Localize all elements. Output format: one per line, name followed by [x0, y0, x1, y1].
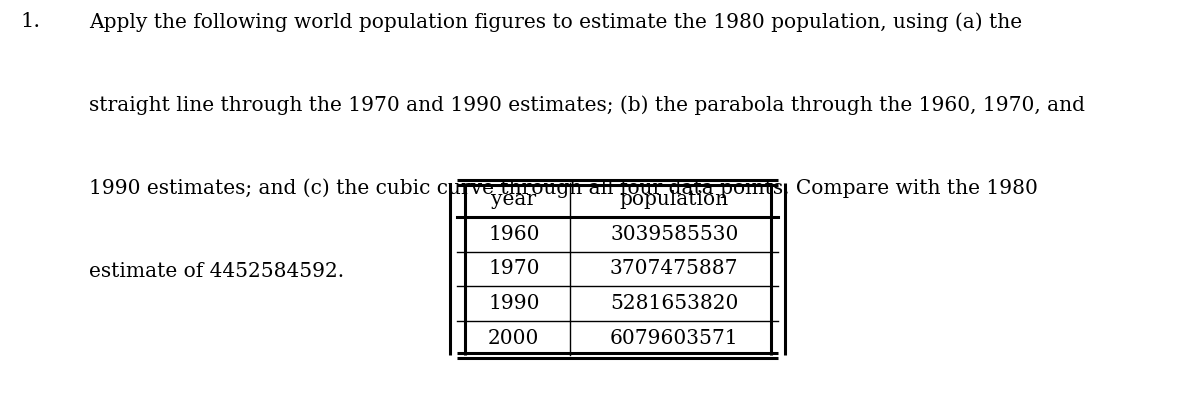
- Text: year: year: [492, 191, 536, 209]
- Text: 1990: 1990: [488, 294, 539, 313]
- Text: 5281653820: 5281653820: [609, 294, 739, 313]
- Text: 1.: 1.: [20, 12, 40, 31]
- Text: 6079603571: 6079603571: [609, 329, 739, 347]
- Text: 2000: 2000: [488, 329, 539, 347]
- Text: straight line through the 1970 and 1990 estimates; (b) the parabola through the : straight line through the 1970 and 1990 …: [89, 95, 1085, 115]
- Text: 1990 estimates; and (c) the cubic curve through all four data points. Compare wi: 1990 estimates; and (c) the cubic curve …: [89, 179, 1038, 198]
- Text: estimate of 4452584592.: estimate of 4452584592.: [89, 262, 345, 281]
- Text: 1960: 1960: [488, 225, 539, 244]
- Text: 3039585530: 3039585530: [609, 225, 739, 244]
- Text: 1970: 1970: [488, 260, 539, 278]
- Text: population: population: [620, 191, 728, 209]
- Text: 3707475887: 3707475887: [609, 260, 739, 278]
- Text: Apply the following world population figures to estimate the 1980 population, us: Apply the following world population fig…: [89, 12, 1022, 32]
